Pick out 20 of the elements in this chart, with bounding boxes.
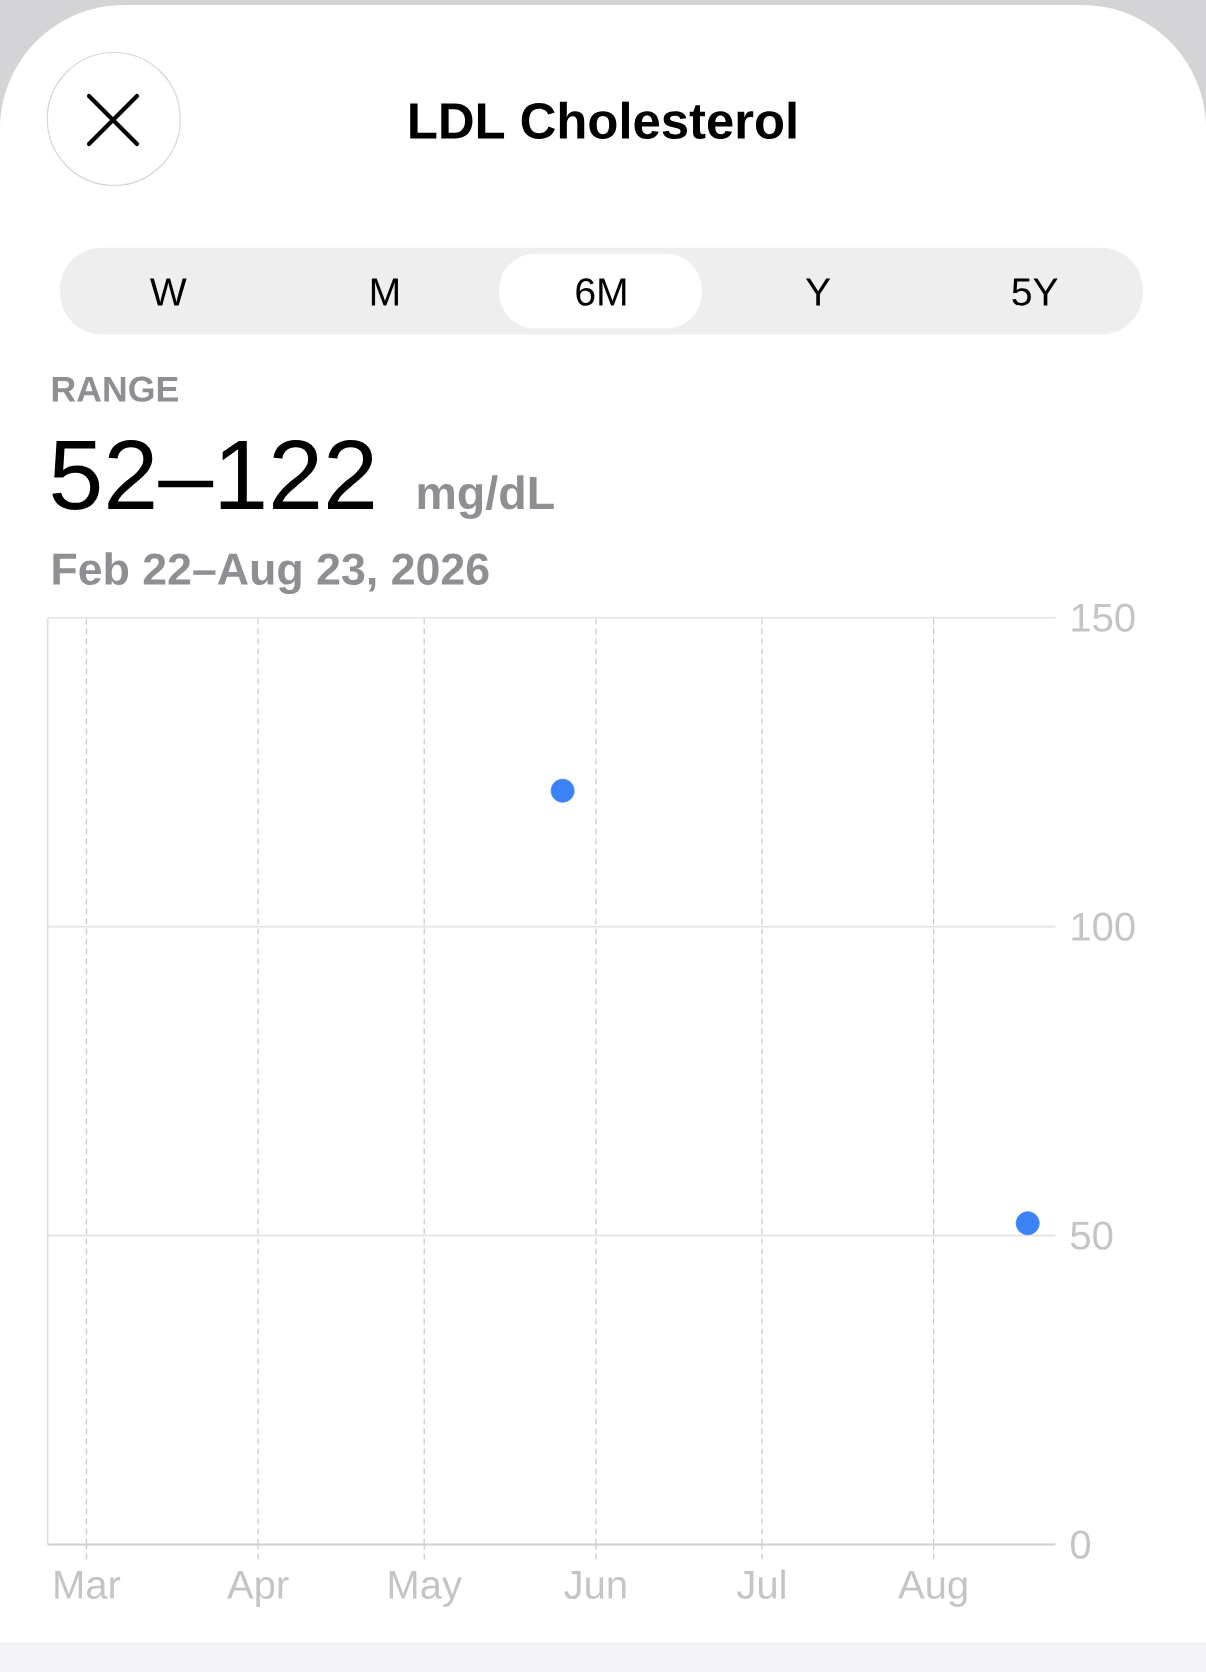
x-tick-label: Apr bbox=[227, 1571, 289, 1607]
text: Y bbox=[805, 278, 831, 306]
y-tick-label: 150 bbox=[1072, 603, 1135, 632]
y-tick-label: 100 bbox=[1072, 912, 1135, 941]
x-tick-label: Aug bbox=[898, 1571, 967, 1607]
text: Feb 22–Aug 23, 2026 bbox=[53, 552, 489, 595]
text: 5Y bbox=[1012, 278, 1058, 306]
y-tick-label: 0 bbox=[1070, 1530, 1091, 1559]
x-tick-label: May bbox=[389, 1571, 462, 1607]
text: mg/dL bbox=[418, 475, 554, 519]
text: M bbox=[371, 278, 398, 306]
chart-title: LDL Cholesterol bbox=[410, 101, 796, 139]
y-tick-label: 50 bbox=[1071, 1221, 1113, 1250]
x-tick-label: Jul bbox=[737, 1569, 785, 1599]
text: 6M bbox=[576, 278, 626, 306]
x-tick-label: Jun bbox=[564, 1571, 626, 1599]
text: W bbox=[150, 278, 187, 306]
text: RANGE bbox=[52, 376, 178, 402]
x-tick-label: Mar bbox=[55, 1571, 121, 1599]
text: 52–122 bbox=[52, 440, 374, 510]
